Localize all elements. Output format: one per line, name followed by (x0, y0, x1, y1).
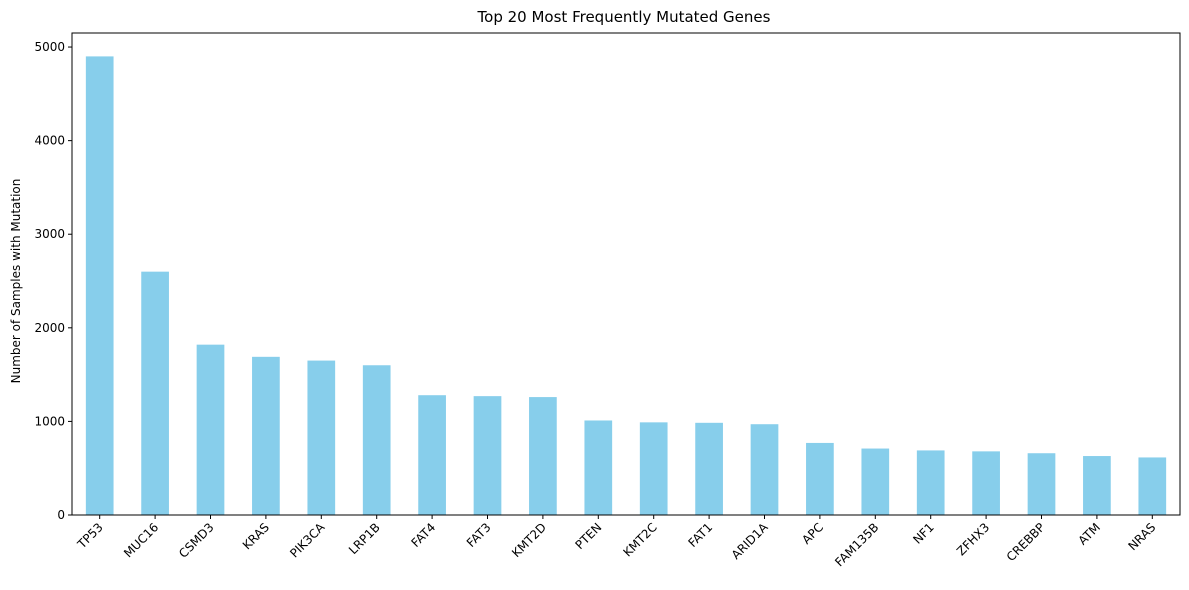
chart-title: Top 20 Most Frequently Mutated Genes (477, 8, 771, 26)
bar-lrp1b (362, 365, 391, 515)
bar-pten (584, 420, 613, 515)
x-tick-label: ZFHX3 (954, 520, 992, 558)
x-ticks-group: TP53 MUC16 CSMD3 KRAS PIK3CA LRP1B FAT4 FAT3 KMT… (74, 515, 1158, 569)
y-tick-label: 0 (57, 508, 65, 522)
x-tick-label: CSMD3 (176, 520, 216, 560)
x-tick-label: FAM135B (832, 520, 881, 569)
x-tick-label: LRP1B (346, 520, 383, 557)
bar-crebbp (1027, 453, 1056, 515)
x-tick-label: FAT1 (685, 520, 715, 550)
x-tick-label: APC (799, 520, 826, 547)
bar-zfhx3 (972, 451, 1000, 515)
y-tick-label: 4000 (34, 134, 65, 148)
x-tick-label: NRAS (1125, 520, 1158, 553)
x-tick-label: PIK3CA (287, 520, 328, 561)
y-tick-label: 5000 (34, 40, 65, 54)
x-tick-label: NF1 (910, 520, 937, 547)
x-tick-label: PTEN (573, 520, 605, 552)
bar-kmt2d (529, 397, 557, 515)
x-tick-label: TP53 (74, 520, 106, 552)
bar-kras (252, 356, 280, 515)
bar-fam135b (861, 448, 890, 515)
bar-tp53 (85, 56, 114, 515)
bar-kmt2c (639, 422, 668, 515)
bar-arid1a (750, 424, 779, 515)
y-axis-label: Number of Samples with Mutation (9, 179, 23, 384)
bar-fat3 (473, 396, 502, 515)
x-tick-label: ATM (1075, 520, 1103, 548)
x-tick-label: FAT3 (464, 520, 494, 550)
y-tick-label: 3000 (34, 227, 65, 241)
bar-pik3ca (307, 360, 336, 515)
bar-muc16 (141, 271, 169, 515)
bar-nras (1138, 457, 1167, 515)
bar-nf1 (916, 450, 945, 515)
bar-csmd3 (196, 344, 225, 515)
y-tick-label: 1000 (34, 414, 65, 428)
bar-atm (1083, 456, 1111, 515)
x-tick-label: MUC16 (121, 520, 161, 560)
bar-apc (806, 442, 834, 515)
bar-fat4 (418, 395, 446, 515)
x-tick-label: KMT2C (621, 520, 660, 559)
y-ticks-group: 0 1000 2000 3000 4000 5000 (34, 40, 72, 522)
x-tick-label: ARID1A (729, 520, 771, 562)
bars-group (85, 56, 1167, 515)
x-tick-label: KRAS (240, 520, 272, 552)
x-tick-label: FAT4 (408, 520, 438, 550)
y-tick-label: 2000 (34, 321, 65, 335)
x-tick-label: CREBBP (1004, 520, 1048, 564)
plot-frame (71, 32, 1181, 516)
bar-fat1 (695, 422, 723, 515)
x-tick-label: KMT2D (509, 520, 549, 560)
